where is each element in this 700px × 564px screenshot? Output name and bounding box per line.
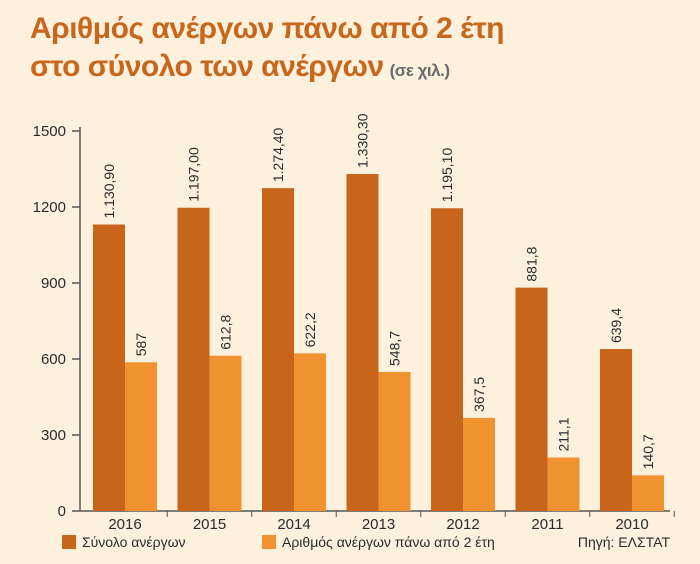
data-label-longterm: 211,1 bbox=[556, 417, 572, 451]
data-label-total: 1.130,90 bbox=[101, 164, 117, 219]
legend-item-total: Σύνολο ανέργων bbox=[62, 534, 186, 550]
bar-total bbox=[346, 173, 379, 511]
x-tick-label: 2013 bbox=[362, 516, 395, 533]
bar-total bbox=[93, 224, 125, 511]
chart-footer: Σύνολο ανέργων Αριθμός ανέργων πάνω από … bbox=[0, 531, 700, 555]
x-tick-label: 2012 bbox=[446, 516, 479, 533]
bar-longterm bbox=[632, 475, 664, 511]
data-label-longterm: 140,7 bbox=[640, 434, 656, 469]
data-label-total: 1.197,00 bbox=[186, 147, 202, 202]
bar-longterm bbox=[125, 362, 157, 511]
data-label-total: 1.330,30 bbox=[355, 113, 371, 168]
y-tick-label: 600 bbox=[41, 351, 66, 368]
data-label-total: 881,8 bbox=[524, 246, 540, 281]
bar-total bbox=[262, 188, 294, 512]
x-tick-label: 2011 bbox=[531, 516, 563, 533]
legend-swatch-total bbox=[62, 535, 76, 549]
x-tick-label: 2010 bbox=[615, 516, 648, 533]
data-label-longterm: 367,5 bbox=[471, 377, 487, 412]
y-tick-label: 300 bbox=[41, 427, 66, 444]
bar-longterm bbox=[209, 355, 242, 511]
legend-swatch-longterm bbox=[262, 535, 276, 549]
legend-label-total: Σύνολο ανέργων bbox=[82, 534, 186, 550]
title-unit: (σε χιλ.) bbox=[389, 61, 450, 80]
title-line-2: στο σύνολο των ανέργων (σε χιλ.) bbox=[30, 48, 504, 90]
data-label-total: 1.195,10 bbox=[439, 148, 455, 203]
bar-longterm bbox=[547, 457, 580, 511]
data-label-longterm: 587 bbox=[133, 333, 149, 357]
title-line-1: Αριθμός ανέργων πάνω από 2 έτη bbox=[30, 12, 504, 45]
x-tick-label: 2015 bbox=[193, 516, 226, 533]
y-tick-label: 0 bbox=[58, 503, 66, 520]
y-tick-label: 1500 bbox=[33, 123, 66, 140]
bar-total bbox=[515, 287, 548, 511]
x-tick-label: 2016 bbox=[108, 516, 141, 533]
data-label-longterm: 612,8 bbox=[218, 315, 234, 350]
bar-total bbox=[177, 207, 210, 511]
bar-longterm bbox=[463, 417, 495, 511]
bar-longterm bbox=[378, 371, 411, 511]
chart-title: Αριθμός ανέργων πάνω από 2 έτη στο σύνολ… bbox=[30, 10, 504, 90]
bar-longterm bbox=[294, 353, 326, 511]
bar-total bbox=[431, 208, 463, 511]
data-label-total: 1.274,40 bbox=[270, 127, 286, 182]
data-label-longterm: 548,7 bbox=[387, 331, 403, 366]
y-tick-label: 1200 bbox=[33, 199, 66, 216]
source-label: Πηγή: ΕΛΣΤΑΤ bbox=[577, 534, 670, 550]
legend-item-longterm: Αριθμός ανέργων πάνω από 2 έτη bbox=[262, 534, 495, 550]
legend-label-longterm: Αριθμός ανέργων πάνω από 2 έτη bbox=[282, 534, 495, 550]
data-label-longterm: 622,2 bbox=[302, 312, 318, 347]
bar-total bbox=[600, 349, 632, 511]
y-tick-label: 900 bbox=[41, 275, 66, 292]
data-label-total: 639,4 bbox=[608, 308, 624, 343]
x-tick-label: 2014 bbox=[277, 516, 310, 533]
title-line-2-text: στο σύνολο των ανέργων bbox=[30, 50, 384, 83]
